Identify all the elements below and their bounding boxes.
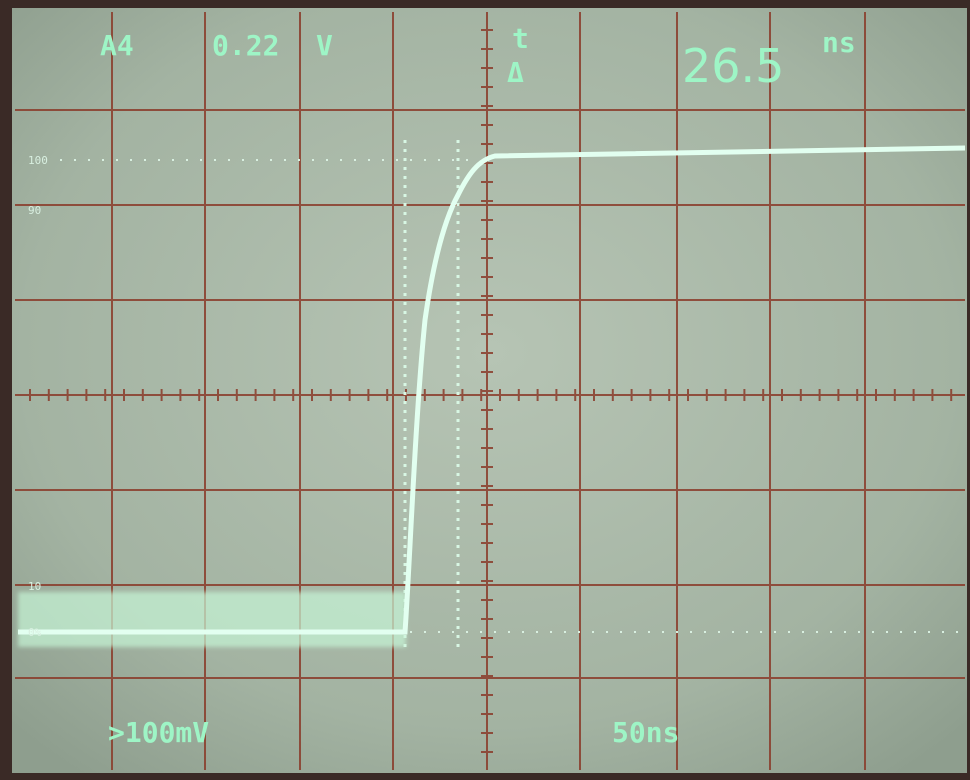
level-label: 0% [28,626,42,639]
level-label: 100 [28,154,48,167]
level-markers [60,159,960,633]
timebase: 50ns [612,716,679,749]
level-label: 90 [28,204,41,217]
trigger-level: >100mV [108,716,209,749]
time-symbol: t [512,22,529,55]
scale-unit: V [316,29,333,62]
trace [18,145,966,635]
cursors [403,140,460,650]
delta-value: 26.5 [682,39,784,93]
trace-baseline-glow [18,592,406,647]
scale-value: 0.22 [212,29,279,62]
level-label: 10 [28,580,41,593]
delta-symbol: Δ [507,56,524,89]
delta-unit: ns [822,26,856,59]
channel: A4 [100,29,134,62]
